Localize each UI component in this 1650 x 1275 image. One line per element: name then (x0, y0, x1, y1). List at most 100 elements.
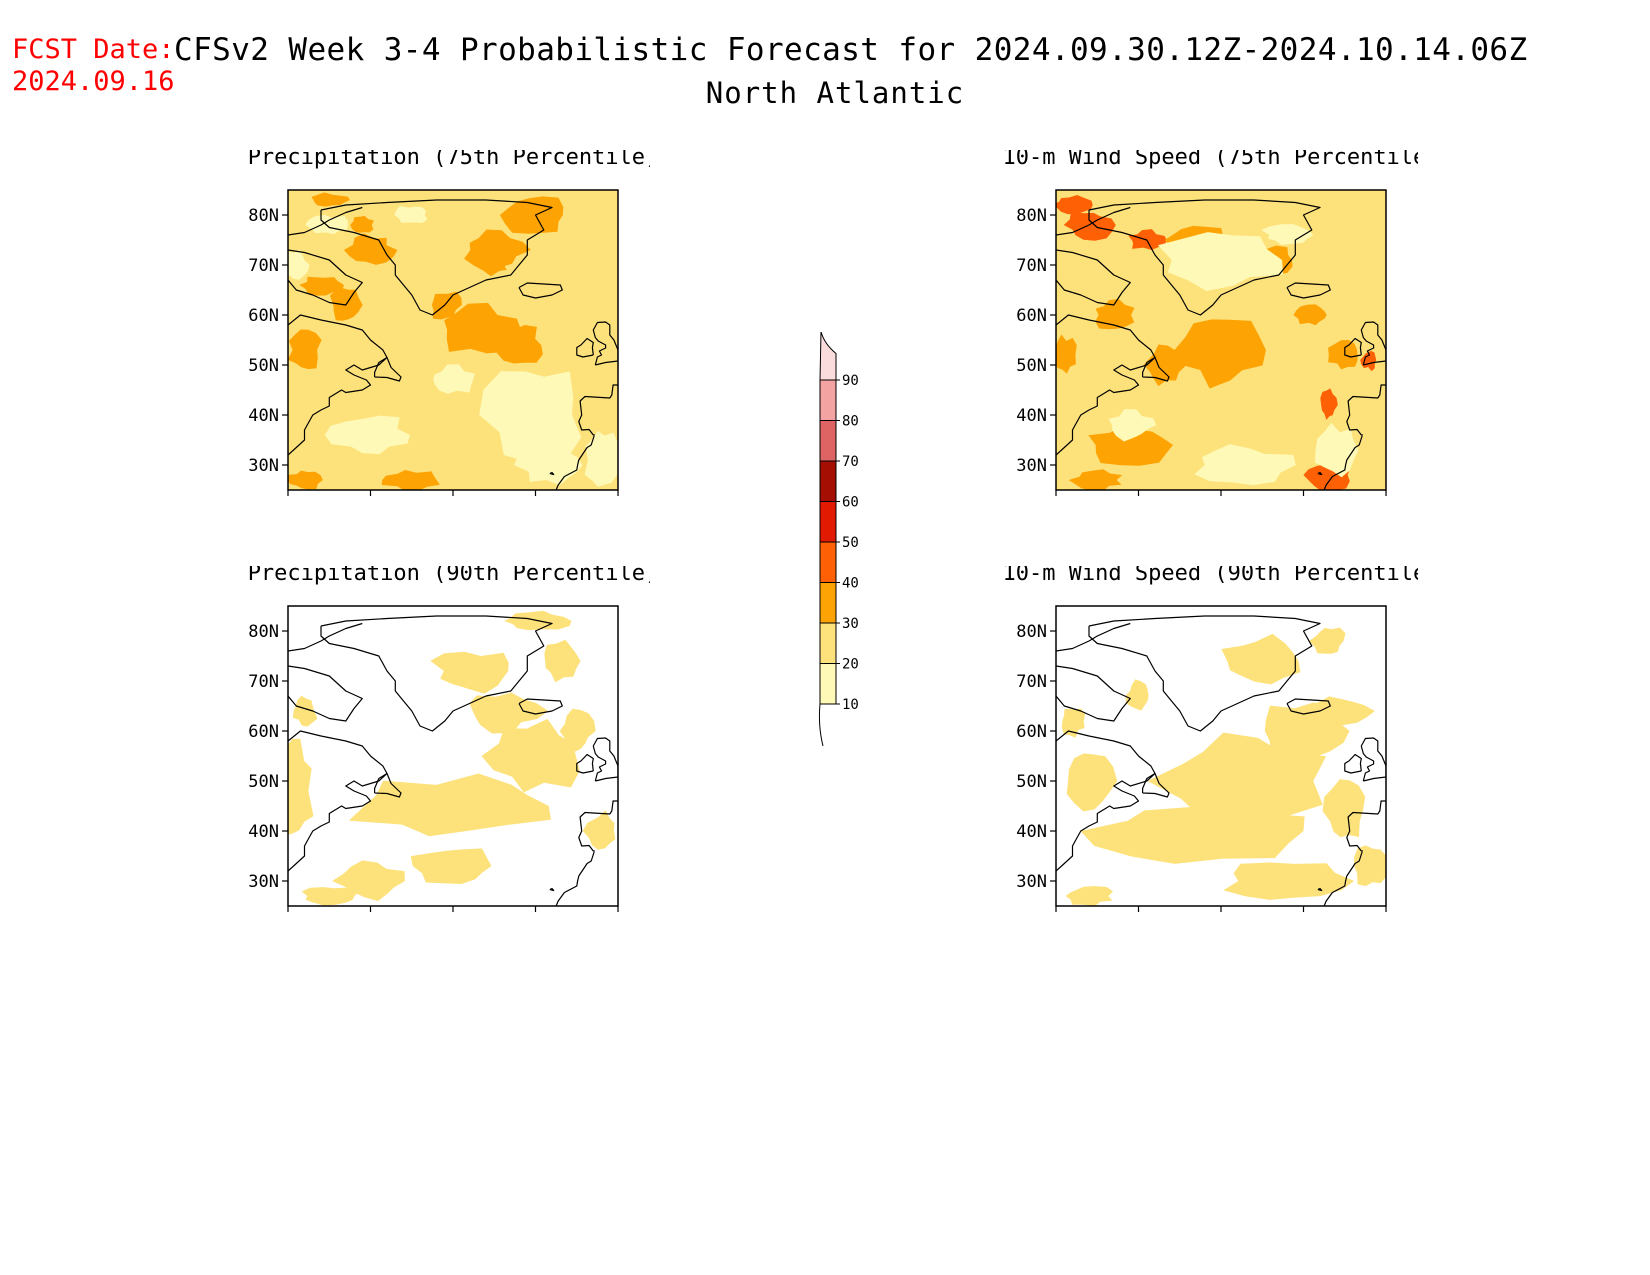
lon-tick-label: 0 (613, 499, 623, 500)
coastline (1056, 206, 1131, 236)
coastline (592, 321, 618, 366)
probability-shading (1108, 409, 1157, 442)
colorbar-label: 40 (842, 576, 859, 592)
coastline (578, 384, 618, 436)
lon-tick-label: 20W (1288, 499, 1319, 500)
probability-shading (1354, 845, 1386, 887)
map-panel-wind-75: 10-m Wind Speed (75th Percentile) 80N 70N 6… (988, 150, 1418, 500)
coastline (1142, 772, 1170, 798)
probability-shading (1143, 344, 1187, 387)
colorbar-swatch (819, 501, 837, 543)
probability-shading (582, 810, 616, 850)
fcst-date-value: 2024.09.16 (12, 66, 175, 97)
probability-shading (1320, 388, 1338, 420)
probability-shading (288, 329, 322, 370)
probability-shading (1174, 319, 1266, 389)
colorbar-label: 90 (842, 373, 859, 389)
coastline (1088, 615, 1321, 732)
probability-shading (1063, 211, 1116, 241)
coastline (549, 471, 555, 476)
probability-shading (343, 233, 398, 265)
lat-tick-label: 40N (248, 822, 279, 842)
probability-shading (348, 773, 551, 837)
colorbar-swatch (819, 379, 837, 421)
probability-shading (433, 364, 475, 394)
probability-shading (544, 639, 581, 683)
probability-shading (350, 215, 374, 233)
probability-shading (292, 695, 318, 727)
probability-shading (1328, 339, 1358, 370)
coastline (1286, 282, 1331, 299)
coastline (320, 615, 553, 732)
lon-tick-label: 0 (1381, 915, 1391, 916)
colorbar-swatch (819, 541, 837, 583)
lon-tick-label: 80W (1041, 499, 1072, 500)
coastline (374, 772, 402, 798)
colorbar-swatch (819, 332, 837, 381)
probability-shading (381, 470, 440, 490)
probability-shading (430, 651, 509, 694)
coastline (518, 282, 563, 299)
lon-tick-label: 80W (273, 499, 304, 500)
probability-shading (1061, 708, 1086, 738)
probability-shading (469, 692, 549, 734)
probability-shading (1264, 702, 1350, 762)
lat-tick-label: 70N (1016, 256, 1047, 276)
map-svg: 10-m Wind Speed (75th Percentile) 80N 70N 6… (1002, 150, 1418, 500)
page-title: CFSv2 Week 3-4 Probabilistic Forecast fo… (174, 32, 1528, 68)
probability-shading (1322, 779, 1366, 838)
lat-tick-label: 50N (248, 356, 279, 376)
probability-shading (514, 443, 583, 486)
coastline (288, 730, 388, 872)
lat-tick-label: 60N (1016, 306, 1047, 326)
lat-tick-label: 80N (1016, 622, 1047, 642)
lat-tick-label: 80N (1016, 206, 1047, 226)
panel-title: 10-m Wind Speed (75th Percentile) (1002, 150, 1418, 170)
colorbar: 10 20 30 40 50 60 70 80 90 (800, 332, 870, 752)
probability-shading (1309, 627, 1346, 654)
probability-shading (1314, 422, 1359, 478)
lat-tick-label: 30N (248, 456, 279, 476)
colorbar-swatch (819, 582, 837, 624)
lon-tick-label: 40W (1206, 499, 1237, 500)
probability-shading (479, 371, 582, 462)
lat-tick-label: 30N (1016, 456, 1047, 476)
fcst-date-label: FCST Date: (12, 34, 175, 65)
lat-tick-label: 50N (1016, 772, 1047, 792)
lon-tick-label: 0 (613, 915, 623, 916)
lat-tick-label: 40N (1016, 822, 1047, 842)
map-panel-precip-90: Precipitation (90th Percentile) 80N 70N 60N… (220, 566, 650, 916)
probability-shading (584, 430, 618, 487)
coastline (1360, 321, 1386, 366)
coastline (1323, 435, 1363, 490)
probability-shading (288, 470, 323, 490)
probability-shading (1088, 425, 1173, 466)
coastline (1317, 471, 1323, 476)
coastline (1323, 851, 1363, 906)
lon-tick-label: 60W (1123, 915, 1154, 916)
map-panel-wind-90: 10-m Wind Speed (90th Percentile) 80N 70N 6… (988, 566, 1418, 916)
lon-tick-label: 60W (1123, 499, 1154, 500)
lon-tick-label: 40W (438, 915, 469, 916)
lon-tick-label: 80W (1041, 915, 1072, 916)
colorbar-tail (818, 703, 824, 747)
coastline (576, 753, 594, 774)
coastline (518, 698, 563, 715)
coastline (1088, 199, 1321, 316)
probability-shading (495, 325, 543, 364)
lat-tick-label: 40N (1016, 406, 1047, 426)
probability-shading (1056, 195, 1093, 215)
probability-shading (482, 254, 507, 277)
coastline (288, 206, 363, 236)
coastline (1360, 737, 1386, 782)
coastline (576, 337, 594, 358)
probability-shading (431, 291, 462, 320)
coastline (1056, 314, 1156, 456)
probability-shading (1066, 753, 1118, 812)
probability-shading (1221, 633, 1301, 685)
lon-tick-label: 60W (355, 499, 386, 500)
probability-shading (301, 887, 360, 906)
lon-tick-label: 20W (1288, 915, 1319, 916)
probability-shading (288, 249, 310, 280)
coastline (592, 737, 618, 782)
